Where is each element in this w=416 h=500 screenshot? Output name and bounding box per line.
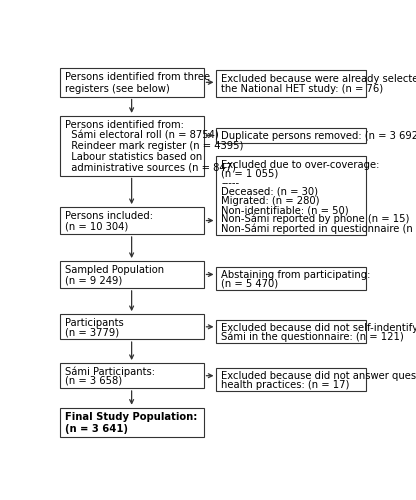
- Text: -----: -----: [221, 178, 239, 188]
- FancyBboxPatch shape: [60, 68, 203, 96]
- FancyBboxPatch shape: [216, 320, 366, 343]
- Text: the National HET study: (n = 76): the National HET study: (n = 76): [221, 84, 384, 94]
- Text: Migrated: (n = 280): Migrated: (n = 280): [221, 196, 320, 206]
- Text: Sámi electoral roll (n = 8754): Sámi electoral roll (n = 8754): [65, 130, 219, 140]
- Text: Sampled Population: Sampled Population: [65, 265, 164, 275]
- Text: (n = 5 470): (n = 5 470): [221, 278, 278, 288]
- Text: Duplicate persons removed: (n = 3 692): Duplicate persons removed: (n = 3 692): [221, 131, 416, 141]
- FancyBboxPatch shape: [60, 207, 203, 234]
- Text: registers (see below): registers (see below): [65, 84, 170, 94]
- FancyBboxPatch shape: [216, 128, 366, 143]
- Text: Participants: Participants: [65, 318, 124, 328]
- FancyBboxPatch shape: [216, 368, 366, 391]
- FancyBboxPatch shape: [60, 116, 203, 176]
- FancyBboxPatch shape: [216, 267, 366, 290]
- Text: Persons identified from:: Persons identified from:: [65, 120, 184, 130]
- Text: health practices: (n = 17): health practices: (n = 17): [221, 380, 349, 390]
- Text: Non-identifiable: (n = 50): Non-identifiable: (n = 50): [221, 205, 349, 215]
- FancyBboxPatch shape: [60, 314, 203, 339]
- FancyBboxPatch shape: [60, 408, 203, 436]
- Text: (n = 10 304): (n = 10 304): [65, 222, 128, 232]
- Text: Excluded due to over-coverage:: Excluded due to over-coverage:: [221, 160, 380, 170]
- Text: Excluded because did not answer question on: Excluded because did not answer question…: [221, 371, 416, 381]
- Text: (n = 3 658): (n = 3 658): [65, 376, 122, 386]
- Text: administrative sources (n = 847): administrative sources (n = 847): [65, 163, 236, 173]
- Text: Persons included:: Persons included:: [65, 211, 153, 221]
- Text: Final Study Population:: Final Study Population:: [65, 412, 197, 422]
- Text: Persons identified from three: Persons identified from three: [65, 72, 210, 82]
- Text: Sámi in the questionnaire: (n = 121): Sámi in the questionnaire: (n = 121): [221, 331, 404, 342]
- FancyBboxPatch shape: [60, 363, 203, 388]
- Text: Reindeer mark register (n = 4395): Reindeer mark register (n = 4395): [65, 142, 243, 152]
- Text: (n = 3779): (n = 3779): [65, 327, 119, 337]
- Text: Excluded because were already selected to: Excluded because were already selected t…: [221, 74, 416, 84]
- Text: Excluded because did not self-indentify as: Excluded because did not self-indentify …: [221, 323, 416, 333]
- Text: Labour statistics based on: Labour statistics based on: [65, 152, 202, 162]
- Text: Deceased: (n = 30): Deceased: (n = 30): [221, 187, 318, 197]
- Text: Non-Sámi reported in questionnaire (n = 680): Non-Sámi reported in questionnaire (n = …: [221, 223, 416, 234]
- Text: (n = 3 641): (n = 3 641): [65, 424, 128, 434]
- Text: Sámi Participants:: Sámi Participants:: [65, 366, 155, 377]
- Text: (n = 1 055): (n = 1 055): [221, 168, 278, 178]
- FancyBboxPatch shape: [216, 156, 366, 235]
- FancyBboxPatch shape: [60, 261, 203, 288]
- Text: Abstaining from participating:: Abstaining from participating:: [221, 270, 371, 280]
- FancyBboxPatch shape: [216, 70, 366, 96]
- Text: (n = 9 249): (n = 9 249): [65, 276, 122, 285]
- Text: Non-Sámi reported by phone (n = 15): Non-Sámi reported by phone (n = 15): [221, 214, 410, 224]
